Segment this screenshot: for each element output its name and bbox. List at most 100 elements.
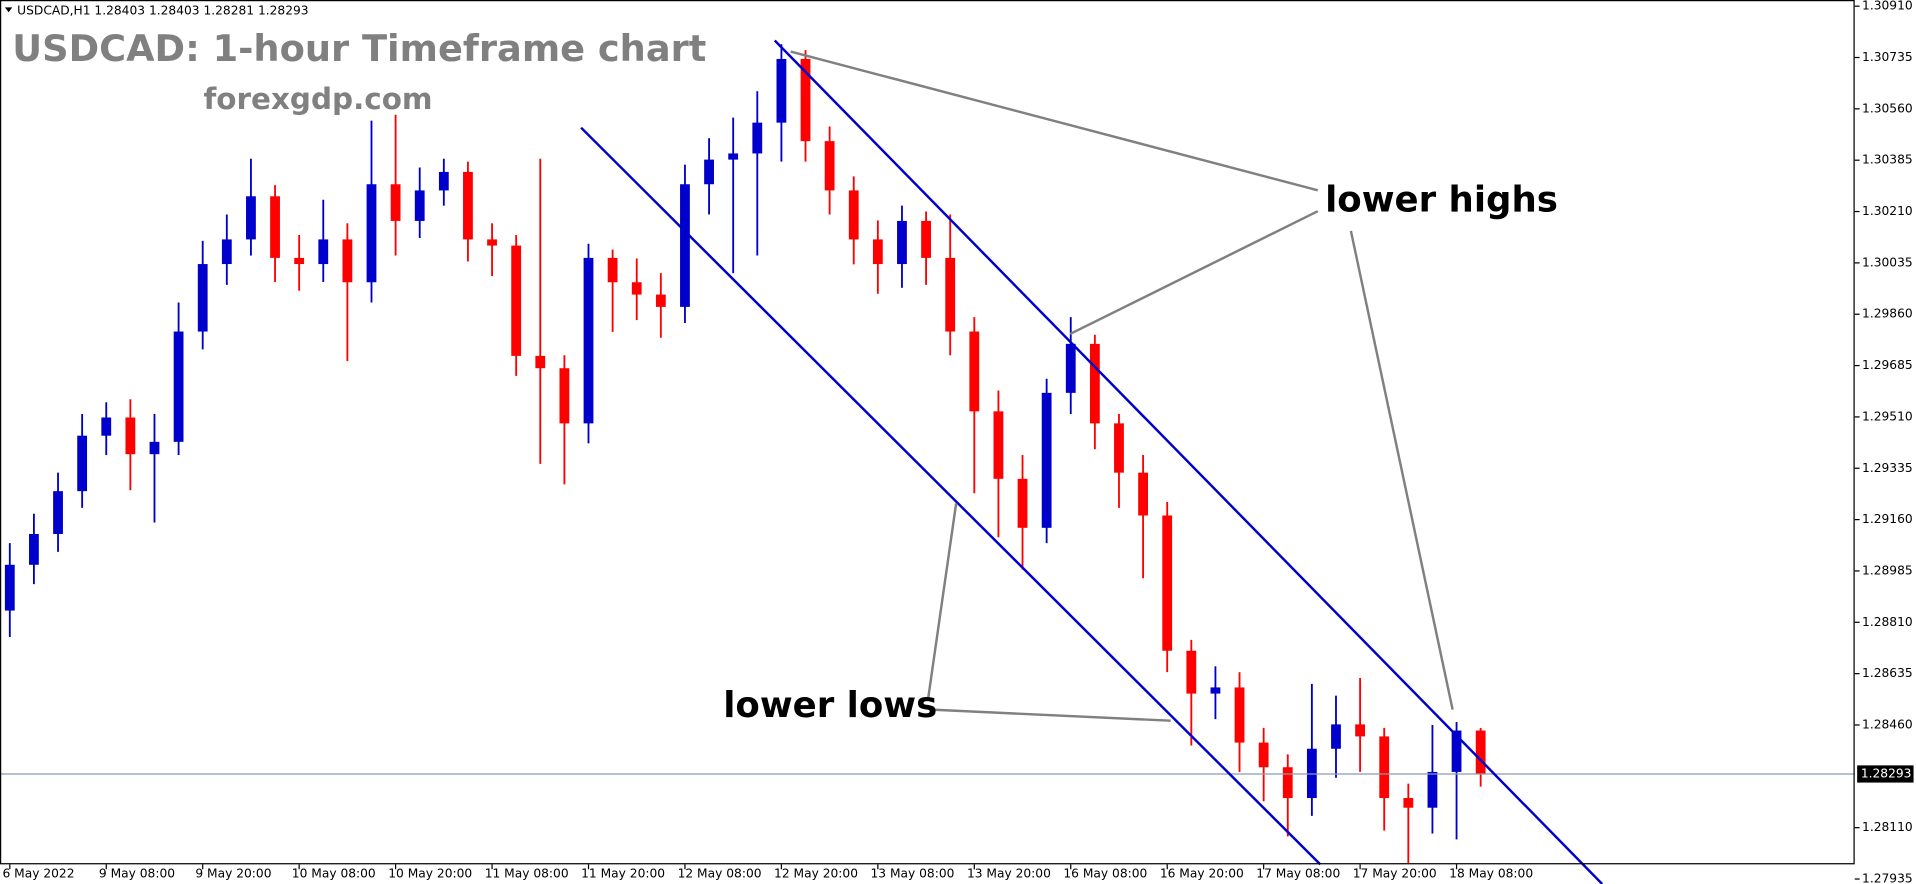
candle-body <box>872 239 883 265</box>
plot-frame <box>0 0 1855 865</box>
candle-body <box>342 239 353 283</box>
candle-body <box>1017 478 1028 528</box>
y-tick-label: 1.29510 <box>1862 409 1913 423</box>
candle-body <box>29 533 39 565</box>
pointer-line <box>790 50 1319 192</box>
chart-subtitle: forexgdp.com <box>203 82 432 116</box>
y-tick-label: 1.28110 <box>1862 820 1913 834</box>
y-tick-label: 1.29685 <box>1862 358 1913 372</box>
candle-body <box>463 171 473 240</box>
candle-body <box>1475 730 1486 774</box>
candle-body <box>993 411 1004 479</box>
candle-body <box>318 239 329 265</box>
x-tick-label: 17 May 20:00 <box>1353 867 1437 881</box>
candle-body <box>800 58 811 142</box>
candle-body <box>776 58 787 123</box>
x-tick-label: 12 May 20:00 <box>774 867 858 881</box>
candle-body <box>294 257 305 265</box>
x-tick-label: 9 May 20:00 <box>195 867 271 881</box>
annotation: lower lows <box>723 685 937 726</box>
x-tick-label: 16 May 20:00 <box>1160 867 1244 881</box>
candle-body <box>4 564 15 611</box>
candle-body <box>607 257 618 283</box>
y-tick-label: 1.28460 <box>1862 717 1913 731</box>
candle-body <box>1451 730 1462 772</box>
pointer-line <box>1349 230 1454 710</box>
candle-body <box>631 282 642 295</box>
candle-body <box>438 171 449 191</box>
candle-body <box>390 184 401 221</box>
candle-body <box>366 184 377 283</box>
candle-body <box>921 220 931 258</box>
candle-body <box>197 264 208 332</box>
lower-channel-line <box>580 126 1322 866</box>
upper-channel-line <box>773 39 1604 884</box>
candle-body <box>1379 736 1390 799</box>
candle-body <box>1065 343 1076 393</box>
y-tick-label: 1.27935 <box>1862 872 1913 884</box>
candle-body <box>848 190 859 240</box>
candle-body <box>1089 343 1100 424</box>
candle-body <box>1138 472 1148 516</box>
x-tick-label: 11 May 20:00 <box>581 867 665 881</box>
candle-body <box>1041 392 1052 528</box>
candle-body <box>246 196 256 240</box>
x-tick-label: 10 May 20:00 <box>388 867 472 881</box>
candle-body <box>149 441 160 455</box>
y-tick-label: 1.30210 <box>1862 204 1913 218</box>
candle-body <box>752 122 763 154</box>
x-tick-label: 13 May 08:00 <box>870 867 954 881</box>
candle-body <box>1282 767 1293 799</box>
x-tick-label: 16 May 08:00 <box>1063 867 1147 881</box>
x-tick-label: 18 May 08:00 <box>1449 867 1533 881</box>
candle-body <box>728 153 739 160</box>
x-tick-label: 17 May 08:00 <box>1256 867 1340 881</box>
candle-body <box>53 491 63 534</box>
y-tick-label: 1.30910 <box>1862 0 1913 13</box>
candle-body <box>1114 423 1124 473</box>
candle-body <box>270 196 280 258</box>
candle-body <box>511 245 522 356</box>
x-tick-label: 9 May 08:00 <box>99 867 175 881</box>
candle-body <box>559 368 570 424</box>
chart-title: USDCAD: 1-hour Timeframe chart <box>12 27 706 70</box>
y-tick-label: 1.28635 <box>1862 666 1913 680</box>
trend-lines <box>580 39 1604 884</box>
candle-body <box>1234 687 1245 743</box>
marks <box>0 44 1855 863</box>
candle-body <box>1355 724 1366 737</box>
y-tick-label: 1.29160 <box>1862 512 1913 526</box>
pointer-line <box>931 708 1171 722</box>
header: USDCAD,H1 1.28403 1.28403 1.28281 1.2829… <box>17 4 308 18</box>
y-tick-label: 1.28810 <box>1862 615 1913 629</box>
candle-body <box>221 239 232 265</box>
candle-body <box>77 435 88 492</box>
y-tick-label: 1.29860 <box>1862 307 1913 321</box>
current-price-label: 1.28293 <box>1861 766 1912 780</box>
menu-arrow <box>4 7 13 13</box>
candle-body <box>1331 724 1341 749</box>
y-tick-label: 1.30735 <box>1862 50 1913 64</box>
candle-body <box>487 239 497 246</box>
pointer-line <box>1069 210 1319 336</box>
y-tick-label: 1.29335 <box>1862 461 1913 475</box>
x-tick-label: 11 May 08:00 <box>485 867 569 881</box>
candle-body <box>1162 515 1173 651</box>
candle-body <box>414 190 425 221</box>
candle-body <box>535 355 546 369</box>
candle-body <box>1403 798 1414 808</box>
candle-body <box>897 220 907 265</box>
y-tick-label: 1.30560 <box>1862 101 1913 115</box>
candle-body <box>1427 771 1438 808</box>
x-tick-label: 6 May 2022 <box>2 867 74 881</box>
candle-body <box>1210 687 1221 694</box>
candle-body <box>1186 650 1197 694</box>
candle-body <box>969 331 980 412</box>
annotation: lower highs <box>1325 179 1558 220</box>
candle-body <box>704 159 714 185</box>
candle-body <box>824 141 835 191</box>
candle-body <box>655 294 666 307</box>
x-tick-label: 10 May 08:00 <box>292 867 376 881</box>
candle-body <box>125 417 136 455</box>
